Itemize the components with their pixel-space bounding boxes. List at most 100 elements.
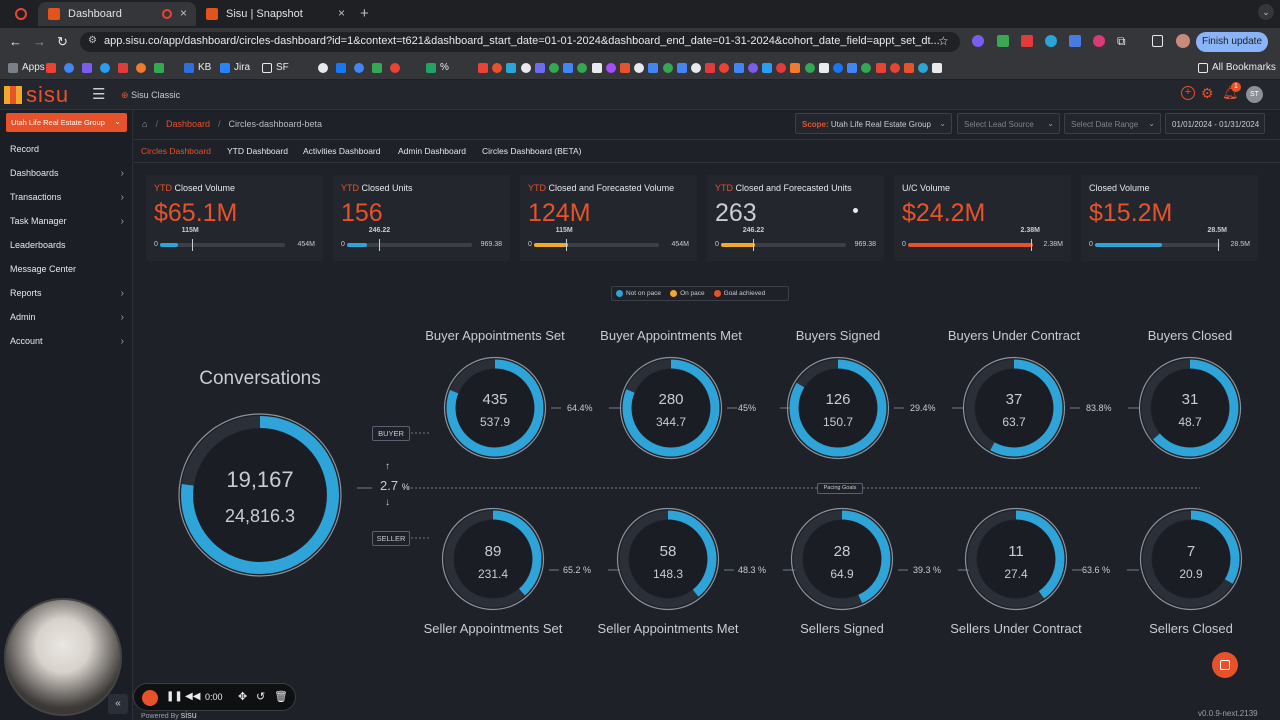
bookmark-site-icon[interactable] [705, 63, 716, 73]
extension-icon[interactable] [1069, 35, 1081, 47]
bookmark-site-icon[interactable] [847, 63, 858, 73]
bookmark-site-icon[interactable] [563, 63, 574, 73]
bookmark-site-icon[interactable] [506, 63, 517, 73]
kpi-card[interactable]: YTD Closed Units 156 246.22 0 969.38 [333, 175, 510, 261]
tab-ytd-dashboard[interactable]: YTD Dashboard [227, 146, 288, 156]
kpi-card[interactable]: YTD Closed and Forecasted Volume 124M 115M… [520, 175, 697, 261]
close-icon[interactable]: × [338, 6, 346, 20]
bookmark-site-icon[interactable] [875, 63, 886, 73]
tab-search-icon[interactable]: ⌄ [1258, 4, 1274, 20]
bookmark-site-icon[interactable] [100, 63, 110, 73]
tab-snapshot[interactable]: Sisu | Snapshot × [196, 2, 354, 26]
bookmark-site-icon[interactable] [549, 63, 559, 73]
profile-avatar[interactable] [1176, 34, 1190, 48]
sidebar-item-account[interactable]: Account › [10, 331, 128, 351]
bookmark-site-icon[interactable] [733, 63, 744, 73]
pause-icon[interactable]: ❚❚ [166, 691, 183, 702]
bookmark-site-icon[interactable] [64, 63, 74, 73]
sidebar-item-leaderboards[interactable]: Leaderboards [10, 235, 128, 255]
sidebar-item-reports[interactable]: Reports › [10, 283, 128, 303]
extension-icon[interactable] [972, 35, 984, 47]
collapse-sidebar-icon[interactable]: « [108, 694, 128, 714]
scope-select[interactable]: Scope: Utah Life Real Estate Group ⌄ [795, 113, 952, 134]
bookmark-star-icon[interactable]: ☆ [938, 34, 949, 48]
breadcrumb-root[interactable]: Dashboard [165, 119, 210, 129]
tab-dashboard[interactable]: Dashboard × [38, 2, 196, 26]
bookmark-site-icon[interactable] [932, 63, 943, 73]
bookmark-site-icon[interactable] [136, 63, 146, 73]
bookmark-site-icon[interactable] [918, 63, 929, 73]
bookmark-site-icon[interactable] [520, 63, 531, 73]
sidebar-item-dashboards[interactable]: Dashboards › [10, 163, 128, 183]
all-bookmarks[interactable]: All Bookmarks [1198, 62, 1276, 73]
bookmark-site-icon[interactable] [154, 63, 164, 73]
sidebar-item-record[interactable]: Record [10, 139, 128, 159]
bookmark-site-icon[interactable] [492, 63, 503, 73]
kpi-card[interactable]: Closed Volume $15.2M 28.5M 0 28.5M [1081, 175, 1258, 261]
tab-circles-dashboard-beta[interactable]: Circles Dashboard (BETA) [482, 146, 582, 156]
bookmark-percent[interactable]: % [426, 62, 449, 73]
sidebar-item-admin[interactable]: Admin › [10, 307, 128, 327]
bookmark-site-icon[interactable] [591, 63, 602, 73]
bookmark-site-icon[interactable] [747, 63, 758, 73]
tab-circles-dashboard[interactable]: Circles Dashboard [141, 146, 211, 156]
address-bar-input[interactable]: ⚙ app.sisu.co/app/dashboard/circles-dash… [80, 32, 960, 52]
bookmark-site-icon[interactable] [82, 63, 92, 73]
close-icon[interactable]: × [180, 6, 188, 20]
bookmark-site-icon[interactable] [372, 63, 382, 73]
sidebar-item-transactions[interactable]: Transactions › [10, 187, 128, 207]
bookmark-site-icon[interactable] [904, 63, 914, 73]
bookmark-site-icon[interactable] [804, 63, 815, 73]
lead-source-select[interactable]: Select Lead Source ⌄ [957, 113, 1060, 134]
pacing-goals-label[interactable]: Pacing Goals [817, 483, 863, 494]
forward-icon[interactable]: → [33, 34, 46, 49]
bookmark-site-icon[interactable] [318, 63, 328, 73]
bookmark-site-icon[interactable] [118, 63, 128, 73]
bookmark-site-icon[interactable] [478, 63, 488, 73]
bookmark-site-icon[interactable] [719, 63, 730, 73]
bookmark-jira[interactable]: Jira [220, 62, 250, 73]
team-select[interactable]: Utah Life Real Estate Group ⌄ [6, 113, 127, 132]
home-icon[interactable]: ⌂ [142, 119, 148, 129]
bookmark-site-icon[interactable] [776, 63, 787, 73]
tab-admin-dashboard[interactable]: Admin Dashboard [398, 146, 467, 156]
delete-icon[interactable]: 🗑︎ [274, 691, 288, 703]
bookmark-site-icon[interactable] [634, 63, 645, 73]
bookmark-kb[interactable]: KB [184, 62, 211, 73]
finish-update-button[interactable]: Finish update [1196, 32, 1268, 52]
hamburger-menu-icon[interactable]: ☰ [92, 86, 106, 103]
bookmark-apps[interactable]: Apps [8, 62, 45, 73]
bookmark-site-icon[interactable] [861, 63, 872, 73]
bookmark-site-icon[interactable] [605, 63, 616, 73]
new-tab-icon[interactable]: + [360, 5, 369, 22]
bookmark-site-icon[interactable] [336, 63, 346, 73]
bookmark-site-icon[interactable] [620, 63, 630, 73]
add-icon[interactable]: + [1181, 86, 1195, 100]
settings-gear-icon[interactable]: ⚙ [1201, 85, 1214, 101]
kpi-card[interactable]: U/C Volume $24.2M 2.38M 0 2.38M [894, 175, 1071, 261]
draw-icon[interactable]: ✥ [238, 691, 248, 703]
record-indicator-icon[interactable] [15, 8, 27, 20]
kpi-card[interactable]: YTD Closed Volume $65.1M 115M 0 454M [146, 175, 323, 261]
bookmark-site-icon[interactable] [691, 63, 701, 73]
bookmark-site-icon[interactable] [46, 63, 56, 73]
reload-icon[interactable]: ↻ [57, 34, 68, 49]
extension-icon[interactable] [997, 35, 1009, 47]
puzzle-icon[interactable]: ⧉ [1117, 34, 1126, 48]
site-info-icon[interactable]: ⚙ [88, 35, 97, 46]
classic-link[interactable]: ⊕ Sisu Classic [121, 90, 180, 101]
bookmark-site-icon[interactable] [390, 63, 400, 73]
bookmark-site-icon[interactable] [790, 63, 801, 73]
stop-recording-button[interactable] [142, 690, 158, 706]
rewind-icon[interactable]: ◀◀ [185, 691, 201, 702]
bookmark-site-icon[interactable] [762, 63, 772, 73]
bookmark-site-icon[interactable] [662, 63, 673, 73]
bookmark-site-icon[interactable] [818, 63, 829, 73]
bookmark-site-icon[interactable] [648, 63, 659, 73]
bookmark-site-icon[interactable] [534, 63, 545, 73]
sidebar-item-task-manager[interactable]: Task Manager › [10, 211, 128, 231]
sisu-logo[interactable]: sisu [4, 82, 69, 107]
bookmark-sf[interactable]: SF [262, 62, 289, 73]
bookmark-site-icon[interactable] [354, 63, 364, 73]
sidebar-item-message-center[interactable]: Message Center [10, 259, 128, 279]
